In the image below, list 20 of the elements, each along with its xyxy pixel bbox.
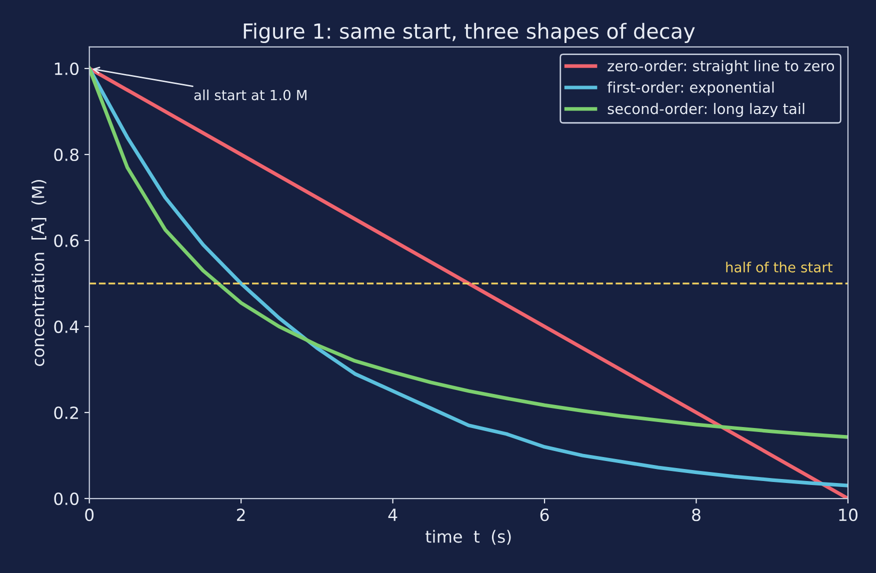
x-tick-label: 6 bbox=[540, 508, 549, 522]
y-tick-label: 0.4 bbox=[54, 320, 79, 334]
x-tick-label: 0 bbox=[85, 508, 94, 522]
x-tick-label: 2 bbox=[236, 508, 245, 521]
annotation: all start at 1.0 M bbox=[194, 90, 306, 100]
legend-label: first-order: exponential bbox=[607, 82, 774, 96]
legend-label: zero-order: straight line to zero bbox=[608, 60, 834, 74]
chart-title: Figure 1: same start, three shapes of decay bbox=[244, 22, 695, 43]
y-tick-label: 1.0 bbox=[54, 62, 79, 76]
x-tick-label: 10 bbox=[839, 508, 858, 522]
x-tick-label: 8 bbox=[692, 508, 700, 522]
legend-label: second-order: long lazy tail bbox=[608, 102, 804, 118]
y-tick-label: 0.2 bbox=[54, 406, 78, 420]
x-axis-title: time t (s) bbox=[426, 530, 511, 545]
y-tick-label: 0.8 bbox=[54, 148, 78, 162]
y-tick-label: 0.6 bbox=[54, 234, 79, 248]
y-axis-title: concentration [A] (M) bbox=[31, 180, 46, 366]
y-tick-label: 0.0 bbox=[54, 492, 79, 506]
x-tick-label: 4 bbox=[388, 508, 398, 521]
ref-line-label: half of the start bbox=[726, 262, 832, 272]
